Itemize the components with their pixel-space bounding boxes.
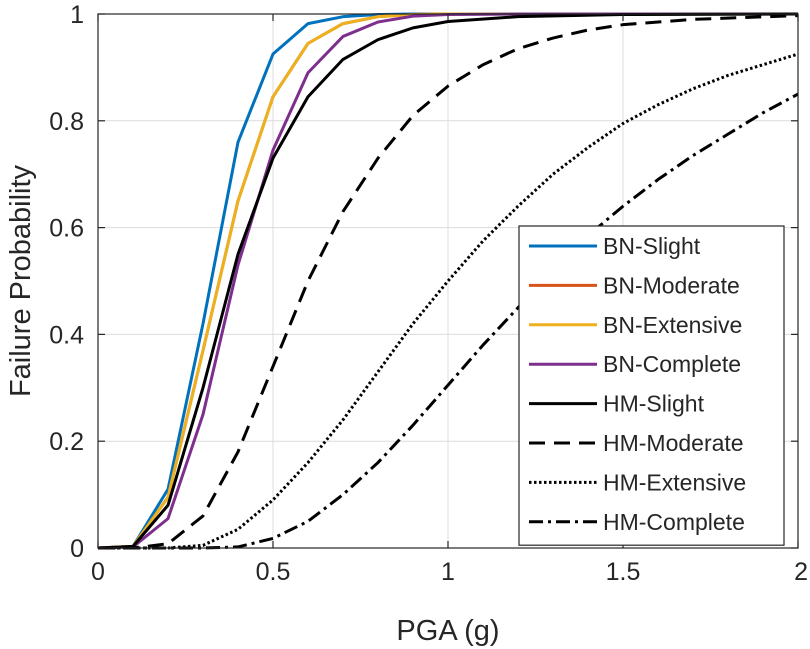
legend-label-bn-moderate: BN-Moderate [603,272,740,298]
legend-label-bn-extensive: BN-Extensive [603,312,742,338]
x-tick-label-2: 1 [441,558,455,586]
legend-label-hm-extensive: HM-Extensive [603,469,746,495]
axis-ticks: 0 0.5 1 1.5 2 0 0.2 0.4 0.6 0.8 1 [49,1,808,586]
y-tick-label-3: 0.6 [49,215,84,243]
y-tick-label-0: 0 [70,535,84,563]
series-line-hm-extensive [98,52,799,550]
legend-label-hm-slight: HM-Slight [603,391,705,417]
legend-label-hm-complete: HM-Complete [603,509,745,535]
x-tick-label-1: 0.5 [256,558,291,586]
y-axis-label: Failure Probability [5,164,37,397]
x-tick-label-3: 1.5 [606,558,641,586]
series-line-hm-moderate [98,14,799,550]
legend-label-bn-slight: BN-Slight [603,233,701,259]
x-tick-label-0: 0 [91,558,105,586]
series-line-hm-slight [97,12,799,550]
legend-label-bn-complete: BN-Complete [603,351,741,377]
x-tick-label-4: 2 [794,558,808,586]
y-tick-label-4: 0.8 [49,108,84,136]
y-tick-label-2: 0.4 [49,321,84,349]
series-line-hm-complete [98,92,799,550]
y-tick-label-5: 1 [70,1,84,29]
y-tick-label-1: 0.2 [49,428,84,456]
legend-label-hm-moderate: HM-Moderate [603,430,744,456]
legend-box [518,225,785,546]
x-axis-label: PGA (g) [396,615,499,647]
legend: BN-Slight BN-Moderate BN-Extensive BN-Compl… [518,225,785,546]
